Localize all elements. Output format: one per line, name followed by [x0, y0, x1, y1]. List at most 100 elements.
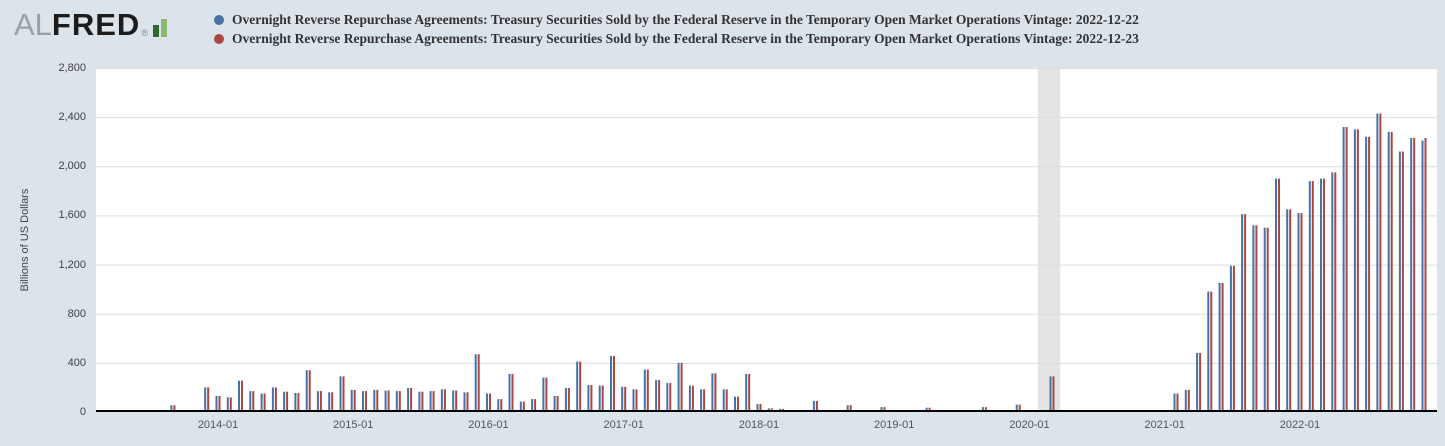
bar[interactable] [880, 407, 883, 412]
bar[interactable] [1334, 172, 1337, 412]
bar[interactable] [218, 396, 221, 412]
bar[interactable] [331, 392, 334, 412]
bar[interactable] [170, 405, 173, 412]
bar[interactable] [734, 396, 736, 412]
bar[interactable] [703, 389, 706, 412]
bar[interactable] [846, 405, 849, 412]
bar[interactable] [353, 389, 356, 412]
bar[interactable] [316, 391, 319, 412]
bar[interactable] [576, 361, 579, 412]
bar[interactable] [1241, 214, 1244, 412]
bar[interactable] [700, 389, 703, 412]
bar[interactable] [883, 407, 886, 412]
bar[interactable] [286, 391, 289, 412]
bar[interactable] [601, 385, 604, 412]
bar[interactable] [587, 385, 590, 412]
bar[interactable] [466, 392, 469, 412]
bar[interactable] [1390, 131, 1393, 412]
bar[interactable] [1286, 209, 1289, 412]
bar[interactable] [1210, 291, 1213, 412]
bar[interactable] [486, 393, 488, 412]
bar[interactable] [511, 373, 514, 412]
bar[interactable] [477, 354, 480, 412]
bar[interactable] [545, 377, 548, 412]
bar[interactable] [1401, 151, 1404, 413]
bar[interactable] [658, 380, 661, 412]
bar[interactable] [1424, 138, 1427, 412]
bar[interactable] [508, 373, 511, 412]
bar[interactable] [432, 391, 435, 412]
bar[interactable] [981, 407, 984, 412]
bar[interactable] [1323, 178, 1325, 412]
bar[interactable] [297, 393, 300, 412]
bar[interactable] [556, 396, 559, 412]
bar[interactable] [1221, 283, 1224, 412]
bar[interactable] [238, 380, 240, 412]
bar[interactable] [395, 391, 398, 412]
bar[interactable] [531, 399, 534, 412]
bar[interactable] [1413, 138, 1416, 412]
legend-item-vintage-2022-12-22[interactable]: Overnight Reverse Repurchase Agreements:… [214, 12, 1139, 28]
bar[interactable] [1311, 181, 1314, 412]
bar[interactable] [688, 385, 691, 412]
bar[interactable] [421, 391, 424, 412]
bar[interactable] [759, 404, 762, 412]
bar[interactable] [928, 407, 931, 412]
bar[interactable] [849, 405, 852, 412]
alfred-logo[interactable]: AL FRED ® [14, 9, 214, 40]
bar[interactable] [632, 389, 635, 412]
bar[interactable] [418, 391, 421, 412]
bar[interactable] [534, 399, 537, 412]
bar[interactable] [1365, 136, 1368, 412]
bar[interactable] [350, 389, 353, 412]
bar[interactable] [294, 393, 297, 412]
bar[interactable] [497, 399, 500, 412]
bar[interactable] [474, 354, 477, 412]
bar[interactable] [737, 396, 739, 412]
bar[interactable] [204, 387, 207, 412]
bar[interactable] [519, 401, 522, 412]
bar[interactable] [410, 388, 413, 412]
bar[interactable] [1018, 404, 1021, 412]
bar[interactable] [1052, 376, 1055, 412]
bar[interactable] [384, 390, 387, 413]
bar[interactable] [1187, 389, 1190, 412]
bar[interactable] [1275, 178, 1277, 412]
bar[interactable] [1289, 209, 1292, 412]
bar[interactable] [463, 392, 466, 412]
bar[interactable] [1331, 172, 1334, 412]
bar[interactable] [1345, 127, 1348, 412]
bar[interactable] [669, 383, 672, 412]
bar[interactable] [1196, 353, 1199, 412]
bar[interactable] [489, 393, 491, 412]
bar[interactable] [207, 387, 210, 412]
bar[interactable] [711, 373, 714, 412]
bar[interactable] [564, 388, 567, 412]
bar[interactable] [319, 391, 322, 412]
bar[interactable] [722, 389, 725, 412]
bar[interactable] [1410, 138, 1413, 412]
bar[interactable] [1368, 136, 1371, 412]
bar[interactable] [1232, 265, 1235, 412]
bar[interactable] [748, 373, 751, 412]
bar[interactable] [274, 387, 277, 412]
bar[interactable] [1421, 140, 1424, 413]
bar[interactable] [984, 407, 987, 412]
bar[interactable] [1320, 178, 1322, 412]
bar[interactable] [407, 388, 410, 412]
bar[interactable] [1176, 393, 1179, 412]
bar[interactable] [677, 362, 680, 412]
bar[interactable] [1353, 129, 1356, 412]
bar[interactable] [598, 385, 601, 412]
bar[interactable] [1263, 227, 1266, 412]
bar[interactable] [1379, 113, 1382, 413]
bar[interactable] [387, 390, 390, 413]
bar[interactable] [579, 361, 582, 412]
bar[interactable] [500, 399, 503, 412]
bar[interactable] [522, 401, 525, 412]
bar[interactable] [691, 385, 694, 412]
bar[interactable] [263, 393, 266, 412]
bar[interactable] [812, 400, 815, 412]
bar[interactable] [1199, 353, 1202, 412]
bar[interactable] [1184, 389, 1187, 412]
